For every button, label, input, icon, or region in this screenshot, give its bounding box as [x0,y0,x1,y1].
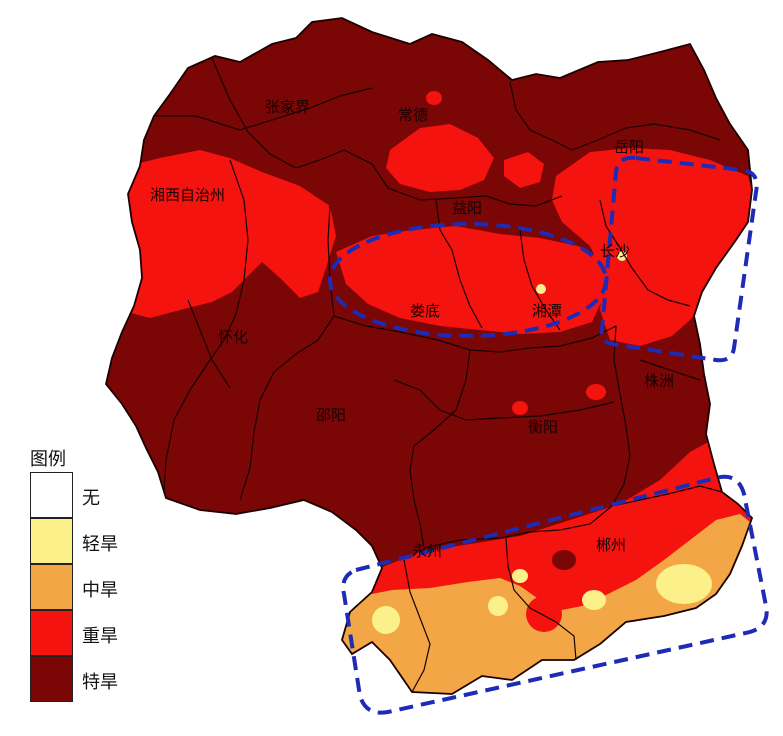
legend-swatch-severe [30,610,73,656]
light-zone-3 [512,569,528,583]
drought-zones [120,91,752,694]
legend-swatch-none [30,472,73,518]
city-label-loudi: 娄底 [410,302,440,320]
severe-zone-hengyang-dot1 [512,401,528,415]
city-label-zhuzhou: 株洲 [644,372,674,390]
extreme-zone-chenzhou-dot [552,550,576,570]
severe-zone-yiyang-blob [504,152,544,188]
city-label-huaihua: 怀化 [218,328,248,346]
light-zone-1 [372,606,400,634]
light-zone-6 [536,284,546,294]
legend-swatch-light [30,518,73,564]
city-label-changsha: 长沙 [600,242,630,260]
city-labels: 张家界 常德 岳阳 湘西自治州 益阳 长沙 娄底 湘潭 怀化 株洲 邵阳 衡阳 … [150,98,674,560]
highlight-east-box [599,155,759,363]
highlight-regions [328,155,769,715]
legend-label-moderate: 中旱 [82,580,118,601]
severe-zone-changde [386,124,494,192]
highlight-south-box [341,474,769,715]
legend-label-extreme: 特旱 [82,672,118,693]
legend-label-severe: 重旱 [82,626,118,647]
city-label-zhangjiajie: 张家界 [265,98,310,116]
city-label-yongzhou: 永州 [412,542,442,560]
city-label-xiangtan: 湘潭 [532,302,562,320]
city-label-yueyang: 岳阳 [614,138,644,156]
light-zone-7 [617,251,627,261]
city-label-shaoyang: 邵阳 [316,406,346,424]
city-label-xiangxi: 湘西自治州 [150,186,225,204]
severe-zone-south-patch [526,596,562,632]
legend-label-light: 轻旱 [82,534,118,555]
legend-swatch-moderate [30,564,73,610]
city-label-hengyang: 衡阳 [528,418,558,436]
severe-zone-central [336,226,606,334]
severe-zone-hengyang-dot2 [586,384,606,400]
legend-swatch-extreme [30,656,73,702]
legend-label-none: 无 [82,488,100,509]
light-zone-2 [488,596,508,616]
severe-zone-changde-dot [426,91,442,105]
light-zone-4 [582,590,606,610]
severe-zone-west [120,150,336,318]
province-outline [105,17,754,695]
light-zone-5 [656,564,712,604]
legend-title: 图例 [30,449,66,470]
city-label-chenzhou: 郴州 [596,536,626,554]
city-label-changde: 常德 [398,106,428,124]
city-label-yiyang: 益阳 [452,199,482,217]
